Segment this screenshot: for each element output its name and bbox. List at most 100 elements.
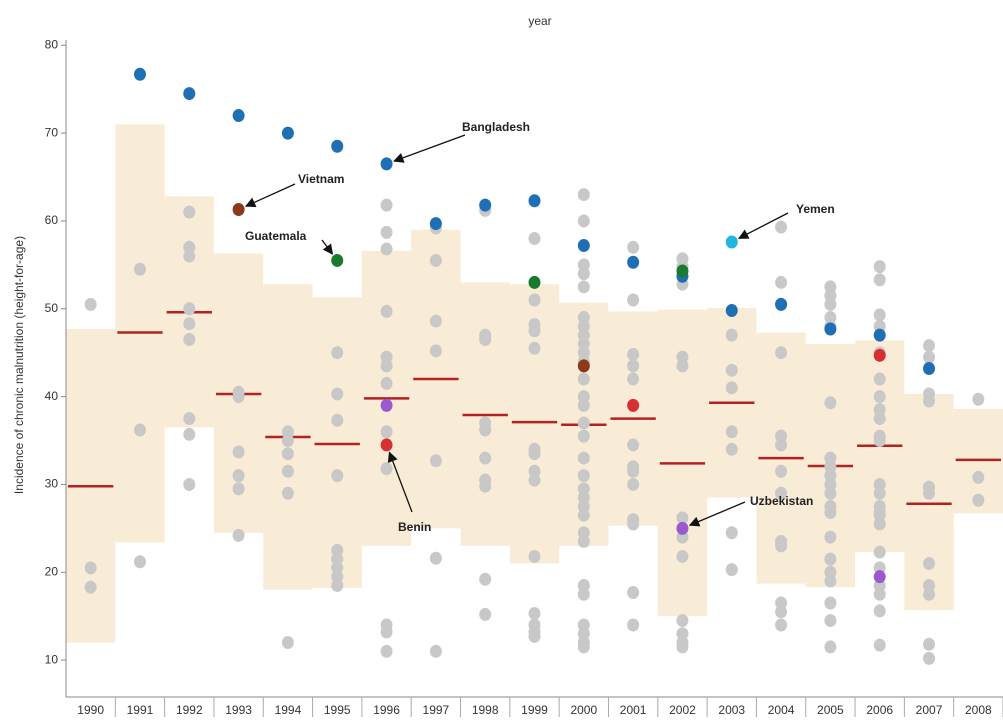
point bbox=[775, 346, 788, 360]
x-tick-label: 2003 bbox=[718, 703, 745, 717]
point bbox=[923, 486, 936, 500]
annotation-label: Vietnam bbox=[298, 172, 344, 186]
point bbox=[725, 381, 738, 395]
annotation-label: Guatemala bbox=[245, 229, 307, 243]
point bbox=[232, 482, 245, 496]
annotation-arrow bbox=[393, 134, 466, 163]
annotation-arrow bbox=[244, 183, 296, 208]
point bbox=[873, 638, 886, 652]
point bbox=[183, 205, 196, 219]
point bbox=[725, 526, 738, 540]
y-tick-label: 20 bbox=[45, 564, 59, 578]
point bbox=[824, 486, 837, 500]
y-axis-title: Incidence of chronic malnutrition (heigh… bbox=[12, 236, 26, 494]
highlight-point bbox=[380, 398, 393, 412]
highlight-point bbox=[331, 139, 344, 153]
point bbox=[577, 508, 590, 522]
highlight-point bbox=[528, 194, 541, 208]
y-tick-label: 30 bbox=[45, 477, 59, 491]
point bbox=[429, 314, 442, 328]
point bbox=[429, 253, 442, 267]
annotation-arrow bbox=[387, 451, 413, 513]
point bbox=[232, 469, 245, 483]
highlight-point bbox=[577, 239, 590, 253]
point bbox=[627, 438, 640, 452]
y-tick-label: 50 bbox=[45, 301, 59, 315]
point bbox=[429, 644, 442, 658]
highlight-point bbox=[281, 126, 294, 140]
point bbox=[183, 477, 196, 491]
point bbox=[577, 587, 590, 601]
y-tick-label: 70 bbox=[45, 125, 59, 139]
point bbox=[676, 640, 689, 654]
point bbox=[972, 493, 985, 507]
point bbox=[528, 341, 541, 355]
point bbox=[183, 333, 196, 347]
point bbox=[232, 528, 245, 542]
x-tick-label: 2008 bbox=[965, 703, 992, 717]
point bbox=[84, 297, 97, 311]
point bbox=[84, 580, 97, 594]
point bbox=[923, 651, 936, 665]
x-tick-label: 1991 bbox=[127, 703, 154, 717]
point bbox=[972, 470, 985, 484]
point bbox=[183, 427, 196, 441]
point bbox=[479, 333, 492, 347]
point bbox=[183, 317, 196, 331]
point bbox=[627, 372, 640, 386]
x-tick-label: 2006 bbox=[866, 703, 893, 717]
point bbox=[775, 464, 788, 478]
point bbox=[676, 549, 689, 563]
point bbox=[528, 232, 541, 246]
point bbox=[528, 447, 541, 461]
point bbox=[923, 339, 936, 353]
point bbox=[676, 359, 689, 373]
point bbox=[479, 479, 492, 493]
point bbox=[725, 328, 738, 342]
y-tick-label: 80 bbox=[45, 37, 59, 51]
highlight-point bbox=[824, 322, 837, 336]
x-tick-label: 1995 bbox=[324, 703, 351, 717]
point bbox=[281, 464, 294, 478]
point bbox=[380, 625, 393, 639]
point bbox=[923, 350, 936, 364]
point bbox=[577, 214, 590, 228]
y-tick-label: 60 bbox=[45, 213, 59, 227]
x-tick-label: 2001 bbox=[620, 703, 647, 717]
point bbox=[577, 372, 590, 386]
highlight-point bbox=[528, 275, 541, 289]
point bbox=[873, 434, 886, 448]
highlight-point bbox=[627, 255, 640, 269]
annotation-label: Uzbekistan bbox=[750, 494, 813, 508]
point bbox=[824, 530, 837, 544]
point bbox=[429, 551, 442, 565]
point bbox=[627, 293, 640, 307]
point bbox=[725, 563, 738, 577]
point bbox=[873, 390, 886, 404]
annotation-arrow bbox=[688, 501, 746, 527]
point bbox=[528, 607, 541, 621]
point bbox=[627, 240, 640, 254]
point bbox=[331, 469, 344, 483]
point bbox=[873, 545, 886, 559]
point bbox=[84, 561, 97, 575]
point bbox=[528, 549, 541, 563]
highlight-point bbox=[676, 521, 689, 535]
annotation-label: Bangladesh bbox=[462, 120, 530, 134]
point bbox=[873, 506, 886, 520]
point bbox=[873, 517, 886, 531]
point bbox=[923, 556, 936, 570]
point bbox=[775, 220, 788, 234]
highlight-point bbox=[873, 570, 886, 584]
y-tick-label: 10 bbox=[45, 652, 59, 666]
point bbox=[380, 425, 393, 439]
point bbox=[380, 225, 393, 239]
highlight-point bbox=[133, 67, 146, 81]
point bbox=[528, 324, 541, 338]
range-band bbox=[904, 393, 954, 611]
highlight-point bbox=[429, 217, 442, 231]
point bbox=[725, 425, 738, 439]
point bbox=[577, 469, 590, 483]
point bbox=[923, 587, 936, 601]
